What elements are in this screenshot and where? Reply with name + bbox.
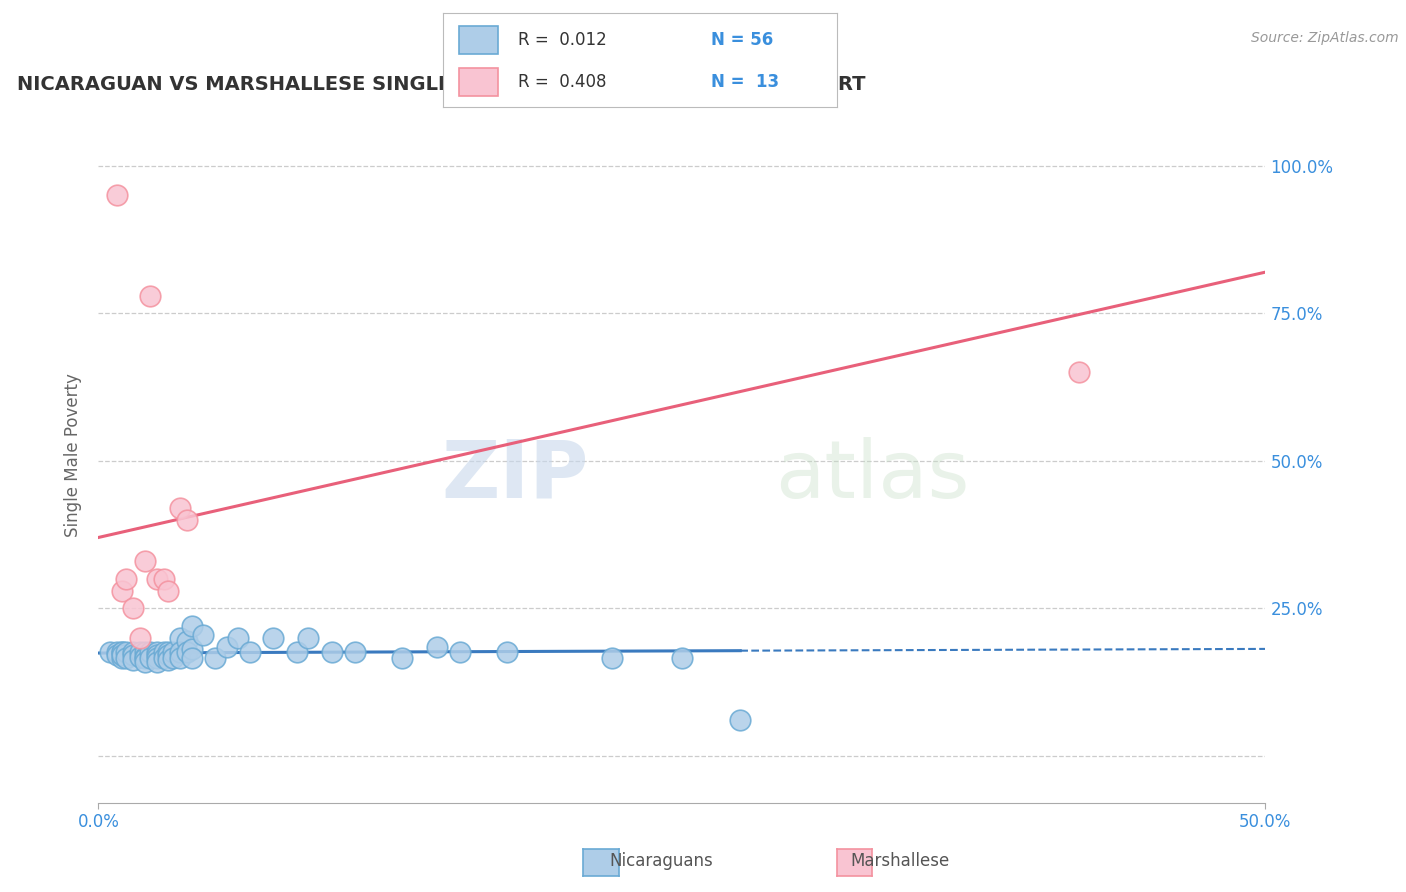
Point <box>344 645 367 659</box>
Point <box>115 645 138 659</box>
Point <box>162 651 184 665</box>
Point <box>157 653 180 667</box>
Point <box>122 601 145 615</box>
Point <box>157 645 180 659</box>
Text: N =  13: N = 13 <box>710 73 779 91</box>
Point <box>239 645 262 659</box>
Point <box>134 554 156 568</box>
Point <box>111 583 134 598</box>
FancyBboxPatch shape <box>458 26 498 54</box>
Point <box>146 648 169 663</box>
FancyBboxPatch shape <box>458 68 498 95</box>
Point <box>152 645 174 659</box>
Point <box>115 572 138 586</box>
Point <box>122 648 145 663</box>
Text: Nicaraguans: Nicaraguans <box>609 852 713 870</box>
Text: atlas: atlas <box>775 437 970 515</box>
Y-axis label: Single Male Poverty: Single Male Poverty <box>65 373 83 537</box>
Point <box>129 649 152 664</box>
Text: ZIP: ZIP <box>441 437 589 515</box>
Point <box>157 648 180 663</box>
Point <box>176 513 198 527</box>
Point <box>495 645 517 659</box>
Text: Source: ZipAtlas.com: Source: ZipAtlas.com <box>1251 31 1399 45</box>
Point <box>146 651 169 665</box>
Point <box>262 631 284 645</box>
Point <box>285 645 308 659</box>
Point <box>193 628 215 642</box>
Point <box>139 645 162 659</box>
Point <box>152 572 174 586</box>
Point <box>122 645 145 659</box>
Point <box>105 188 128 202</box>
Point <box>297 631 319 645</box>
Point <box>134 651 156 665</box>
Point <box>134 649 156 664</box>
Point <box>600 651 623 665</box>
Point <box>215 640 238 654</box>
Text: R =  0.408: R = 0.408 <box>517 73 606 91</box>
Point <box>129 645 152 659</box>
Point <box>321 645 343 659</box>
Point <box>671 651 693 665</box>
Point <box>134 645 156 659</box>
Point <box>139 289 162 303</box>
Point <box>105 648 128 663</box>
Point <box>730 713 752 727</box>
Point <box>176 645 198 659</box>
Point <box>391 651 413 665</box>
Point <box>169 631 191 645</box>
Point <box>115 651 138 665</box>
Point <box>180 651 202 665</box>
Point <box>162 645 184 659</box>
Point <box>157 583 180 598</box>
Point <box>146 572 169 586</box>
Point <box>111 645 134 659</box>
Point <box>129 631 152 645</box>
Point <box>228 631 250 645</box>
Point <box>169 651 191 665</box>
Point <box>426 640 449 654</box>
Point <box>169 500 191 515</box>
Point <box>176 633 198 648</box>
Point <box>111 648 134 663</box>
Point <box>1067 365 1090 379</box>
Point <box>204 651 226 665</box>
Point <box>146 645 169 659</box>
Point <box>139 651 162 665</box>
Text: NICARAGUAN VS MARSHALLESE SINGLE MALE POVERTY CORRELATION CHART: NICARAGUAN VS MARSHALLESE SINGLE MALE PO… <box>17 75 865 95</box>
Point <box>98 645 121 659</box>
Text: R =  0.012: R = 0.012 <box>517 30 606 48</box>
Point <box>111 651 134 665</box>
Text: Marshallese: Marshallese <box>851 852 949 870</box>
Point <box>122 653 145 667</box>
Point <box>180 619 202 633</box>
Point <box>169 645 191 659</box>
Point <box>180 642 202 657</box>
Point <box>111 645 134 659</box>
Point <box>152 651 174 665</box>
Point <box>105 645 128 659</box>
Point <box>134 656 156 670</box>
Point <box>146 656 169 670</box>
Text: N = 56: N = 56 <box>710 30 773 48</box>
Point <box>449 645 471 659</box>
